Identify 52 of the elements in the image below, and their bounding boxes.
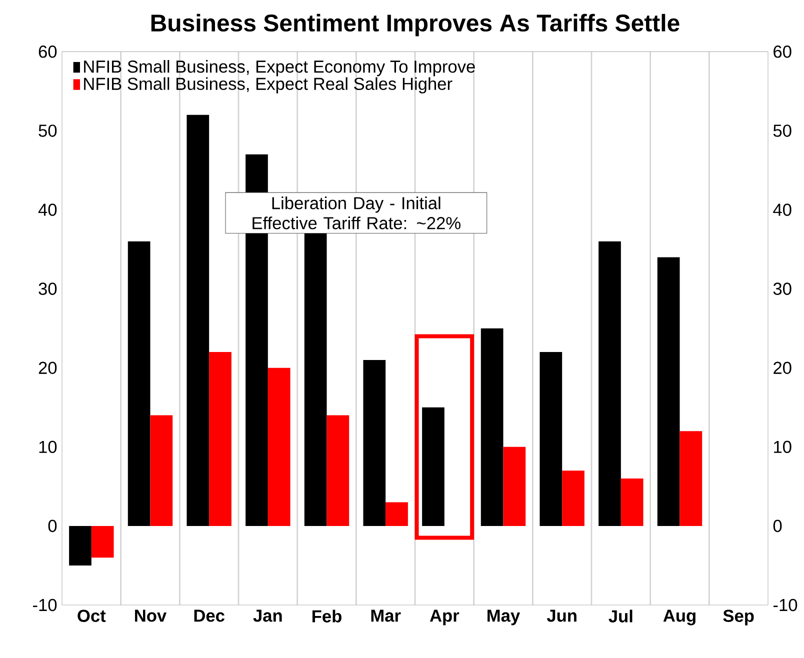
annotation: Liberation Day - Initial Effective Tariff Rate: ~22% <box>252 196 460 230</box>
bar <box>128 241 150 526</box>
bar <box>326 415 350 526</box>
x-tick-label: Dec <box>194 610 224 622</box>
x-tick-label: Sep <box>723 610 754 626</box>
bar <box>209 352 232 526</box>
bar <box>657 257 680 526</box>
bar <box>598 241 621 526</box>
y2-tick-label: 50 <box>773 124 792 137</box>
y2-tick-label: 60 <box>774 46 792 58</box>
x-tick-label: Feb <box>312 610 342 622</box>
bar <box>386 502 408 526</box>
bar <box>304 233 327 526</box>
y2-tick-label: 10 <box>774 440 792 454</box>
chart-title: Business Sentiment Improves As Tariffs Settle <box>151 14 680 36</box>
y2-tick-label: 30 <box>773 282 792 295</box>
x-tick-label: May <box>488 610 520 626</box>
x-tick-label: Nov <box>135 610 167 622</box>
y2-tick-label: -10 <box>773 598 798 612</box>
bar <box>620 478 644 526</box>
x-tick-label: Jul <box>608 610 632 622</box>
bar <box>91 526 114 558</box>
bar <box>503 446 526 526</box>
bar <box>363 360 386 526</box>
legend-label: NFIB Small Business, Expect Economy To Improve <box>84 60 475 76</box>
bar <box>562 470 584 526</box>
y2-tick-label: 0 <box>773 520 782 532</box>
bar <box>268 368 290 526</box>
y2-tick-label: 40 <box>773 204 792 216</box>
y-tick-label: 0 <box>48 520 57 532</box>
y-tick-label: 60 <box>38 46 57 58</box>
y-tick-label: -10 <box>33 598 57 612</box>
bar <box>186 114 210 526</box>
bar <box>422 407 444 526</box>
y2-tick-label: 20 <box>774 362 792 374</box>
x-tick-label: Jun <box>546 610 576 622</box>
x-tick-label: Apr <box>430 610 460 626</box>
y-tick-label: 30 <box>38 282 57 295</box>
bar <box>540 352 562 526</box>
bar <box>480 328 504 526</box>
y-tick-label: 40 <box>38 204 57 216</box>
bar <box>69 526 92 566</box>
legend-label: NFIB Small Business, Expect Real Sales Higher <box>84 77 452 94</box>
x-tick-label: Aug <box>663 610 696 626</box>
y-tick-label: 20 <box>38 362 57 374</box>
bar <box>680 431 702 526</box>
x-tick-label: Mar <box>371 610 401 622</box>
x-tick-label: Oct <box>78 610 106 622</box>
bar <box>150 415 173 526</box>
y-tick-label: 50 <box>38 124 57 137</box>
x-tick-label: Jan <box>253 610 282 622</box>
y-tick-label: 10 <box>39 440 57 454</box>
